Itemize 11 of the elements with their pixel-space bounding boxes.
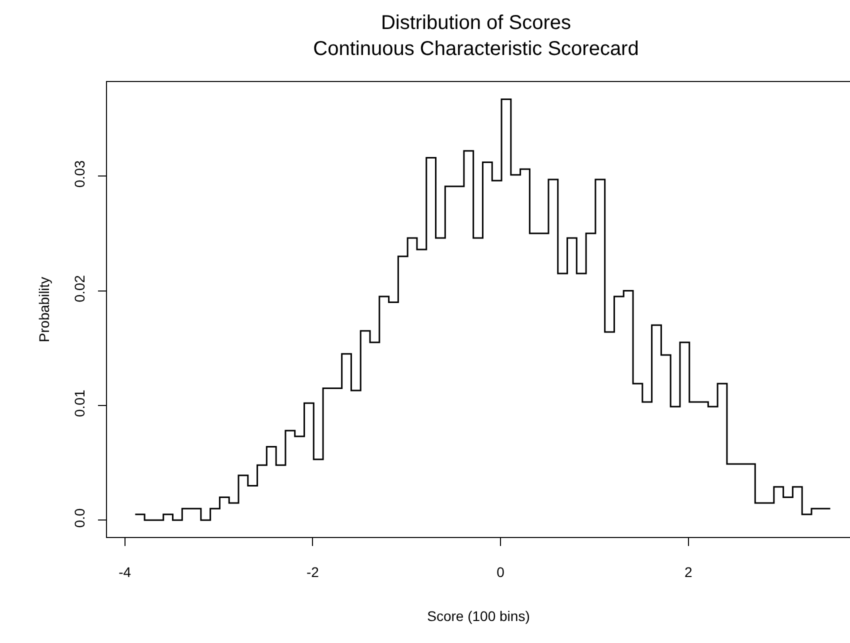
x-tick-label: 2 [684,564,693,580]
x-tick-label: -4 [118,564,132,580]
y-tick-label: 0.03 [71,160,88,188]
x-tick-label: -2 [306,564,320,580]
y-tick-label: 0.02 [71,274,88,302]
y-axis-title: Probability [36,276,52,342]
x-tick-label: 0 [496,564,505,580]
chart-title: Distribution of Scores Continuous Characteristic Scorecard [313,12,639,60]
x-axis-title: Score (100 bins) [427,608,530,624]
y-tick-label: 0.01 [71,390,88,417]
y-tick-label: 0.0 [71,508,88,528]
